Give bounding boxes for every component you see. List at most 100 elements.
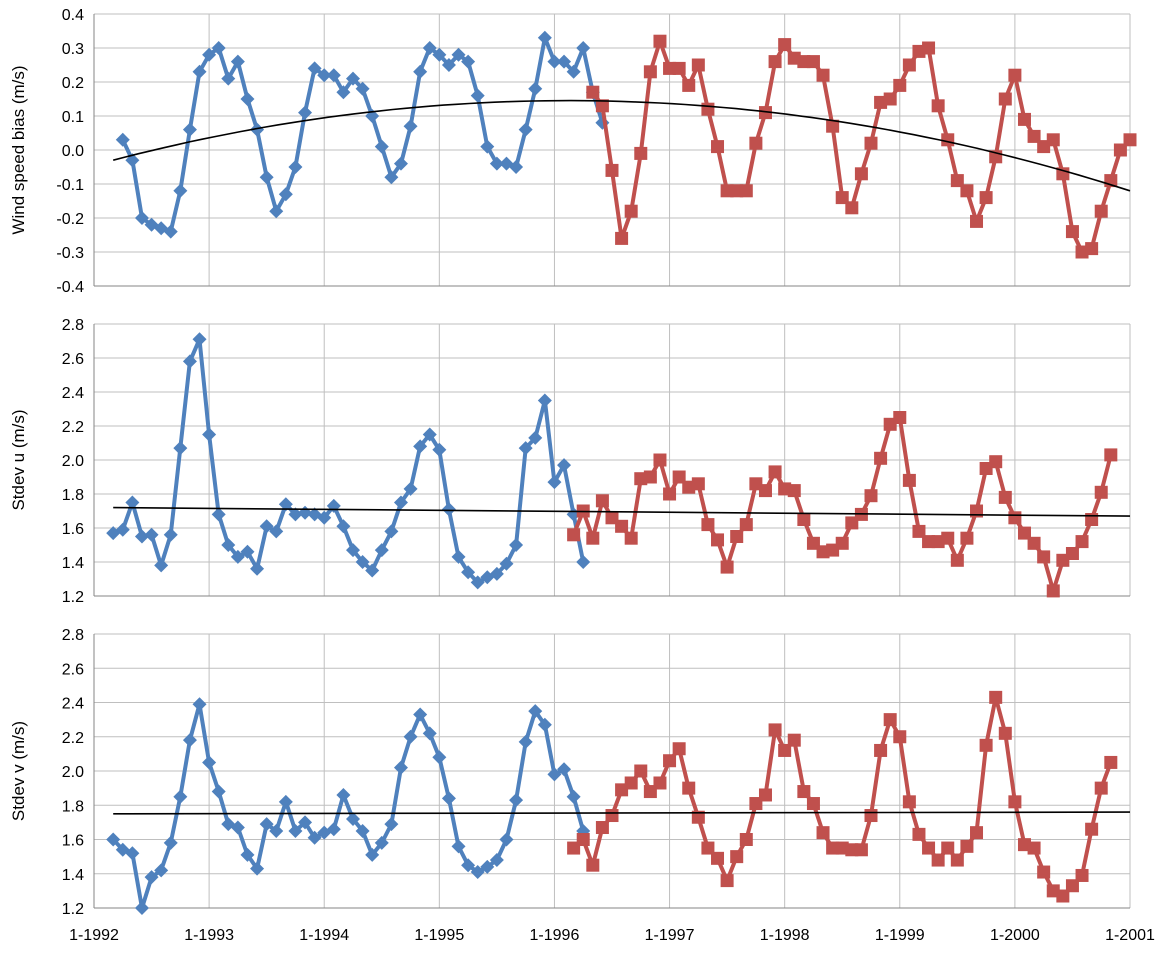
data-point xyxy=(567,528,581,542)
data-point xyxy=(941,133,955,147)
data-point xyxy=(182,354,197,369)
data-point xyxy=(393,495,408,510)
data-point xyxy=(518,441,533,456)
data-point xyxy=(615,231,629,245)
data-point xyxy=(288,507,303,522)
data-point xyxy=(1027,129,1041,143)
data-point xyxy=(326,498,341,513)
data-point xyxy=(470,88,485,103)
data-point xyxy=(278,497,293,512)
data-point xyxy=(144,527,159,542)
data-point xyxy=(595,99,609,113)
x-tick-label: 1-1995 xyxy=(414,927,464,944)
data-point xyxy=(653,34,667,48)
data-point xyxy=(653,776,667,790)
data-point xyxy=(470,865,485,880)
data-point xyxy=(605,163,619,177)
y-tick-label: 2.4 xyxy=(62,696,84,713)
data-point xyxy=(902,795,916,809)
y-tick-label: 1.6 xyxy=(62,521,84,538)
y-tick-label: 0.3 xyxy=(62,41,84,58)
data-point xyxy=(1056,167,1070,181)
data-point xyxy=(202,47,217,62)
data-point xyxy=(480,139,495,154)
data-point xyxy=(451,549,466,564)
data-point xyxy=(1104,448,1118,462)
data-point xyxy=(259,170,274,185)
data-point xyxy=(739,184,753,198)
data-point xyxy=(768,723,782,737)
data-point xyxy=(970,826,984,840)
data-point xyxy=(278,794,293,809)
y-tick-label: 2.0 xyxy=(62,764,84,781)
data-point xyxy=(537,717,552,732)
data-point xyxy=(1085,242,1099,256)
data-point xyxy=(461,565,476,580)
data-point xyxy=(346,811,360,826)
data-point xyxy=(451,47,466,62)
data-point xyxy=(221,538,236,552)
data-point xyxy=(269,204,284,219)
data-point xyxy=(384,524,399,539)
data-point xyxy=(250,122,265,137)
data-point xyxy=(1065,879,1079,893)
x-tick-label: 1-1999 xyxy=(875,927,925,944)
data-point xyxy=(106,832,121,847)
data-point xyxy=(528,81,543,96)
data-point xyxy=(125,495,140,510)
data-point xyxy=(663,487,677,501)
data-point xyxy=(624,776,638,790)
data-point xyxy=(893,78,907,92)
data-point xyxy=(1113,143,1127,157)
data-point xyxy=(413,64,428,79)
y-axis-label: Stdev u (m/s) xyxy=(9,409,28,510)
data-point xyxy=(355,81,370,96)
data-point xyxy=(1037,550,1051,564)
data-point xyxy=(682,781,696,795)
data-point xyxy=(1008,68,1022,82)
data-point xyxy=(221,71,236,86)
data-point xyxy=(134,211,149,225)
data-point xyxy=(835,536,849,550)
data-point xyxy=(393,156,408,171)
x-tick-label: 1-1994 xyxy=(299,927,349,944)
data-point xyxy=(730,850,744,864)
data-point xyxy=(250,861,265,876)
data-point xyxy=(1008,795,1022,809)
data-point xyxy=(336,519,351,534)
data-point xyxy=(653,453,667,467)
data-point xyxy=(374,835,389,850)
data-point xyxy=(595,821,609,835)
data-point xyxy=(643,65,657,79)
data-point xyxy=(115,522,130,537)
data-point xyxy=(1085,822,1099,836)
data-point xyxy=(557,458,572,473)
data-point xyxy=(566,507,581,522)
data-point xyxy=(960,531,974,545)
data-point xyxy=(374,543,389,558)
data-point xyxy=(182,733,197,748)
data-point xyxy=(230,549,245,564)
data-point xyxy=(566,789,581,804)
data-point xyxy=(1075,535,1089,549)
x-tick-label: 1-1997 xyxy=(645,927,695,944)
data-point xyxy=(441,502,456,517)
data-point xyxy=(672,470,686,484)
data-point xyxy=(787,484,801,498)
data-point xyxy=(758,106,772,120)
data-point xyxy=(883,92,897,106)
x-tick-label: 1-1998 xyxy=(760,927,810,944)
data-point xyxy=(1104,755,1118,769)
y-axis-label: Stdev v (m/s) xyxy=(9,721,28,821)
data-point xyxy=(403,481,418,496)
data-point xyxy=(1075,868,1089,882)
data-point xyxy=(979,738,993,752)
data-point xyxy=(346,543,360,558)
data-point xyxy=(432,47,447,62)
data-point xyxy=(663,754,677,768)
data-point xyxy=(797,513,811,526)
data-point xyxy=(806,797,820,811)
data-point xyxy=(854,843,868,857)
data-point xyxy=(624,531,638,545)
data-point xyxy=(595,494,609,508)
